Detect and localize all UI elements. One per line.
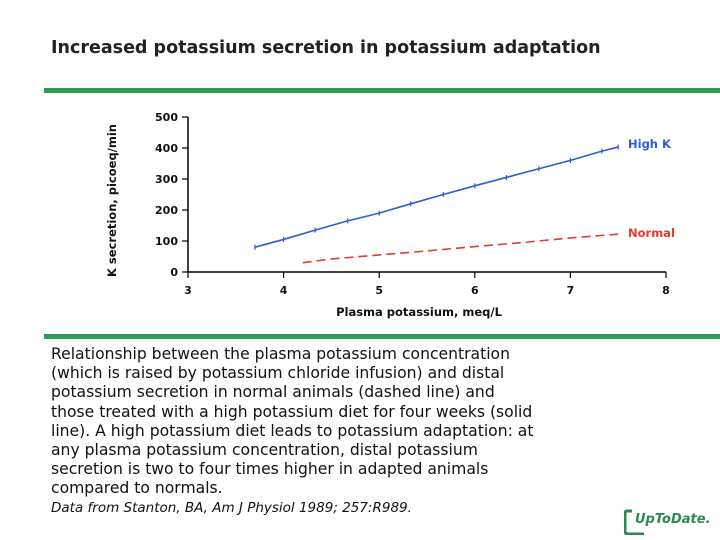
y-tick-label: 100 [155,235,178,248]
x-tick-label: 6 [471,284,479,297]
title-divider [44,88,720,93]
x-axis-title: Plasma potassium, meq/L [336,305,503,319]
y-tick-label: 200 [155,204,178,217]
x-tick-label: 7 [567,284,575,297]
y-tick-label: 0 [170,266,178,279]
series-line-normal [302,233,619,264]
x-tick-label: 8 [662,284,670,297]
series-label: High K [628,137,672,151]
x-tick-label: 4 [280,284,288,297]
caption-divider [44,334,720,339]
series-line-high-k [254,146,619,248]
y-tick-label: 300 [155,173,178,186]
chart-series [254,144,619,264]
chart-axes [182,116,667,278]
logo-mark-icon [623,509,644,536]
chart: 0 100 200 300 400 500 3 4 5 6 7 8 Plasma potassium, … [105,111,675,319]
logo-text: UpToDate. [635,512,711,527]
uptodate-logo: UpToDate. [623,509,720,536]
y-tick-label: 500 [155,111,178,124]
y-tick-label: 400 [155,142,178,155]
series-label: Normal [628,226,675,240]
page-title: Increased potassium secretion in potassi… [51,38,601,58]
data-source: Data from Stanton, BA, Am J Physiol 1989… [51,500,412,516]
chart-labels: 0 100 200 300 400 500 3 4 5 6 7 8 Plasma potassium, … [105,111,675,319]
x-tick-label: 3 [184,284,192,297]
y-axis-title: K secretion, picoeq/min [105,124,119,277]
x-tick-label: 5 [375,284,383,297]
figure-caption: Relationship between the plasma potassiu… [51,345,534,498]
